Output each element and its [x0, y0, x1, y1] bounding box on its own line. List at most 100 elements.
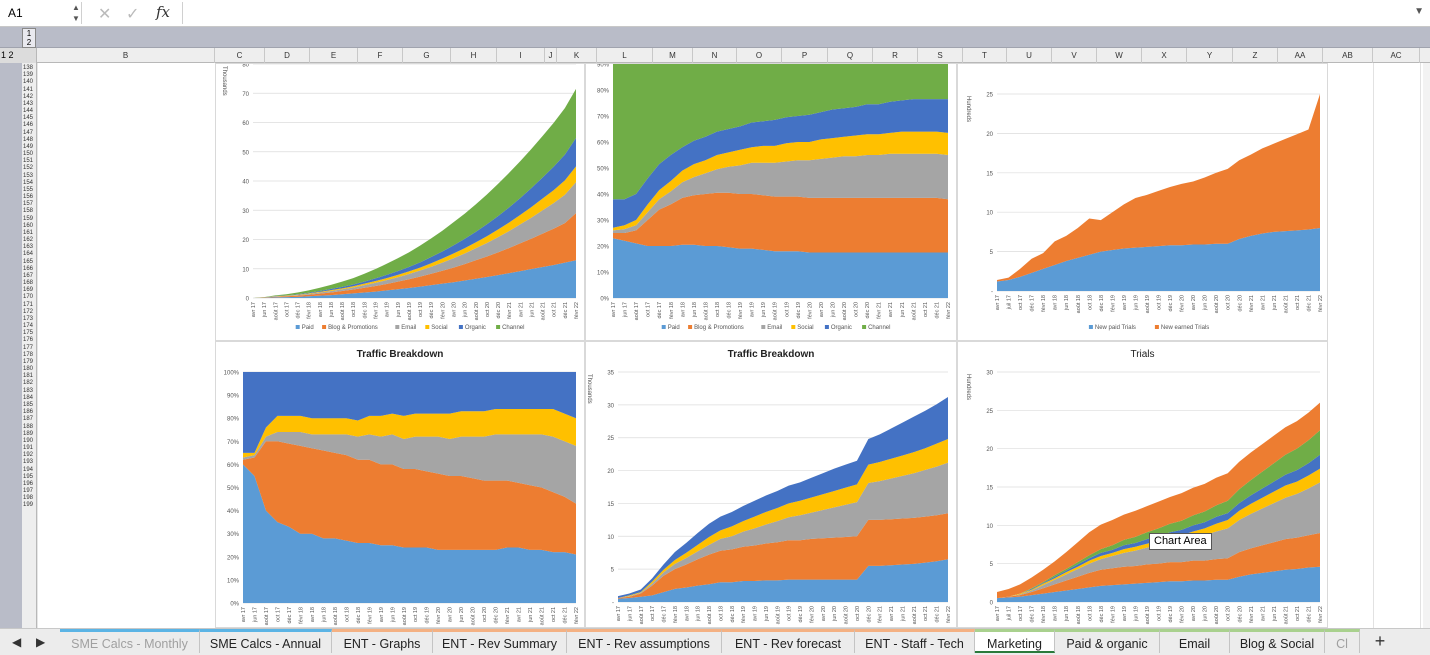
column-header-m[interactable]: M: [653, 48, 693, 63]
column-header-r[interactable]: R: [873, 48, 918, 63]
row-header[interactable]: 165: [23, 258, 34, 265]
chart-traffic-breakdown-share[interactable]: Traffic Breakdown 0% 10% 20% 30% 40% 50% 60% 70%…: [215, 341, 585, 628]
column-header-w[interactable]: W: [1097, 48, 1142, 63]
sheet-tab-ent-graphs[interactable]: ENT - Graphs: [332, 629, 433, 653]
row-header[interactable]: 180: [23, 366, 34, 373]
row-header[interactable]: 163: [23, 244, 34, 251]
column-header-p[interactable]: P: [782, 48, 828, 63]
row-header[interactable]: 192: [23, 452, 34, 459]
row-header[interactable]: 161: [23, 229, 34, 236]
previous-sheet-icon[interactable]: ◀: [12, 635, 22, 649]
sheet-tab-marketing[interactable]: Marketing: [975, 629, 1055, 653]
add-sheet-button[interactable]: +: [1374, 631, 1386, 651]
outline-level-2[interactable]: 2: [26, 38, 32, 47]
row-header[interactable]: 148: [23, 136, 34, 143]
row-header[interactable]: 152: [23, 165, 34, 172]
row-header[interactable]: 156: [23, 194, 34, 201]
sheet-tab-ent-rev-forecast[interactable]: ENT - Rev forecast: [722, 629, 855, 653]
column-header-h[interactable]: H: [451, 48, 497, 63]
row-header[interactable]: 172: [23, 308, 34, 315]
name-box-stepper-icon[interactable]: ▲ ▼: [72, 3, 80, 23]
row-header[interactable]: 186: [23, 409, 34, 416]
outline-level-buttons[interactable]: 1 2: [22, 28, 36, 48]
row-header[interactable]: 179: [23, 358, 34, 365]
row-header[interactable]: 138: [23, 65, 34, 71]
sheet-tab-ent-staff-tech[interactable]: ENT - Staff - Tech: [855, 629, 975, 653]
column-header-j[interactable]: J: [545, 48, 557, 63]
row-header[interactable]: 149: [23, 143, 34, 150]
row-header[interactable]: 142: [23, 93, 34, 100]
sheet-tab-email[interactable]: Email: [1160, 629, 1230, 653]
row-header[interactable]: 160: [23, 222, 34, 229]
column-header-x[interactable]: X: [1142, 48, 1187, 63]
column-header-b[interactable]: B: [37, 48, 215, 63]
chart-traffic-breakdown-volume[interactable]: Traffic Breakdown - 5 10 15 20 25 30 35 Thousands…: [585, 341, 957, 628]
row-header[interactable]: 188: [23, 423, 34, 430]
chart-trials-top[interactable]: - 5 10 15 20 25 Hundreds avr 17 juil 17 oct 17 déc…: [957, 63, 1328, 341]
sheet-tab-ent-rev-summary[interactable]: ENT - Rev Summary: [433, 629, 567, 653]
row-header[interactable]: 177: [23, 344, 34, 351]
column-header-f[interactable]: F: [358, 48, 403, 63]
row-header[interactable]: 155: [23, 186, 34, 193]
row-header[interactable]: 168: [23, 280, 34, 287]
row-header[interactable]: 197: [23, 488, 34, 495]
row-header[interactable]: 153: [23, 172, 34, 179]
row-header[interactable]: 141: [23, 86, 34, 93]
column-header-e[interactable]: E: [310, 48, 358, 63]
column-header-d[interactable]: D: [265, 48, 310, 63]
row-header[interactable]: 193: [23, 459, 34, 466]
sheet-tab-paid-organic[interactable]: Paid & organic: [1055, 629, 1160, 653]
column-header-aa[interactable]: AA: [1278, 48, 1323, 63]
row-header[interactable]: 178: [23, 351, 34, 358]
row-header[interactable]: 151: [23, 158, 34, 165]
row-header[interactable]: 183: [23, 387, 34, 394]
vertical-scrollbar[interactable]: [1423, 63, 1430, 628]
column-header-k[interactable]: K: [557, 48, 597, 63]
row-header[interactable]: 169: [23, 287, 34, 294]
row-header[interactable]: 194: [23, 466, 34, 473]
row-header[interactable]: 199: [23, 502, 34, 509]
row-header[interactable]: 162: [23, 237, 34, 244]
column-header-ac[interactable]: AC: [1373, 48, 1420, 63]
row-header[interactable]: 166: [23, 265, 34, 272]
row-header[interactable]: 143: [23, 100, 34, 107]
close-icon[interactable]: ✕: [98, 6, 112, 23]
row-header[interactable]: 139: [23, 72, 34, 79]
column-header-q[interactable]: Q: [828, 48, 873, 63]
column-header-n[interactable]: N: [693, 48, 737, 63]
row-header[interactable]: 198: [23, 495, 34, 502]
sheet-tab-ent-rev-assumptions[interactable]: ENT - Rev assumptions: [567, 629, 722, 653]
row-header[interactable]: 189: [23, 430, 34, 437]
chart-traffic-share-top[interactable]: 0% 10% 20% 30% 40% 50% 60% 70% 80% 90% avr 17 jun 1…: [585, 63, 957, 341]
column-header-o[interactable]: O: [737, 48, 782, 63]
row-header[interactable]: 170: [23, 294, 34, 301]
column-header-i[interactable]: I: [497, 48, 545, 63]
row-header[interactable]: 144: [23, 108, 34, 115]
row-header[interactable]: 154: [23, 179, 34, 186]
select-all-corner[interactable]: 1 2: [0, 48, 37, 63]
row-header[interactable]: 174: [23, 323, 34, 330]
row-header[interactable]: 175: [23, 330, 34, 337]
chevron-down-icon[interactable]: ▼: [1414, 6, 1424, 17]
column-header-z[interactable]: Z: [1233, 48, 1278, 63]
chart-traffic-volume-top[interactable]: 0 10 20 30 40 50 60 70 80 Thousands avr 17 jun 17 ao…: [215, 63, 585, 341]
fx-icon[interactable]: fx: [156, 3, 171, 21]
column-header-c[interactable]: C: [215, 48, 265, 63]
sheet-tab-sme-calcs-annual[interactable]: SME Calcs - Annual: [200, 629, 332, 653]
sheet-tab-sme-calcs-monthly[interactable]: SME Calcs - Monthly: [60, 629, 200, 653]
sheet-tab-cl[interactable]: Cl: [1325, 629, 1360, 653]
row-header[interactable]: 167: [23, 272, 34, 279]
row-header[interactable]: 185: [23, 401, 34, 408]
row-header[interactable]: 140: [23, 79, 34, 86]
formula-input[interactable]: [182, 2, 1410, 24]
chart-trials-bottom[interactable]: Trials 0 5 10 15 20 25 30 Hundreds avr 17 juil 17 o…: [957, 341, 1328, 628]
row-header[interactable]: 181: [23, 373, 34, 380]
check-icon[interactable]: ✓: [126, 6, 140, 23]
outline-level-1[interactable]: 1: [26, 29, 32, 38]
row-header[interactable]: 157: [23, 201, 34, 208]
row-header[interactable]: 146: [23, 122, 34, 129]
row-header[interactable]: 190: [23, 437, 34, 444]
row-header[interactable]: 176: [23, 337, 34, 344]
column-header-g[interactable]: G: [403, 48, 451, 63]
row-header[interactable]: 173: [23, 315, 34, 322]
